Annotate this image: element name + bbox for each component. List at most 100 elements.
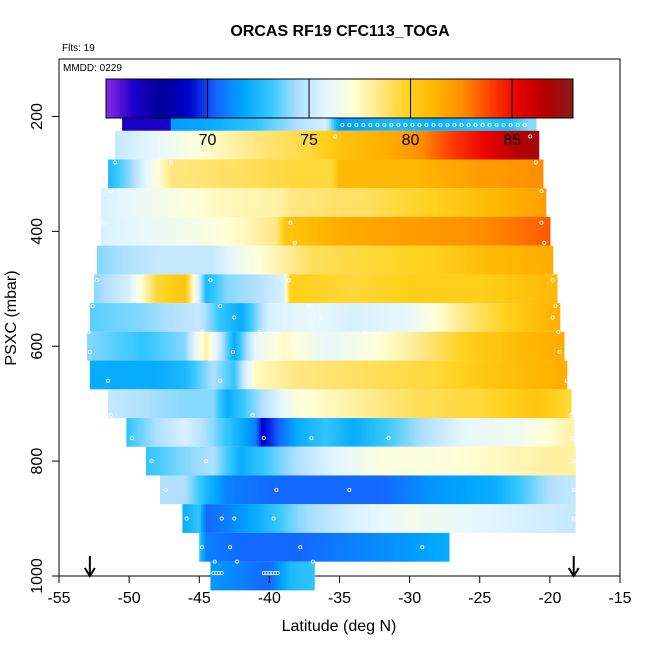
heat-cell [419,475,422,505]
heat-cell [176,446,179,476]
heat-cell [287,561,291,591]
heat-cell [313,475,316,505]
heat-cell [535,130,539,160]
heat-cell [548,216,551,246]
heat-cell [553,418,557,447]
heat-cell [370,360,374,390]
heat-cell [266,303,269,332]
heat-cell [171,418,175,447]
heat-cell [483,216,486,246]
heat-cell [533,274,536,304]
heat-cell [410,188,414,217]
sample-point [542,240,547,245]
heat-cell [356,331,359,361]
sample-point [261,436,266,441]
heat-cell [150,245,153,275]
heat-cell [197,159,200,189]
sample-point [501,123,506,128]
heat-cell [217,159,220,189]
heat-cell [168,188,171,217]
heat-cell [542,188,545,217]
heat-cell [476,216,479,246]
heat-cell [481,216,484,246]
heat-cell [315,303,318,332]
colorbar-swatch [549,79,553,118]
heat-cell [476,159,479,189]
heat-cell [177,360,180,390]
heat-cell [207,418,210,447]
colorbar-swatch [460,79,464,118]
sample-point [410,123,415,128]
heat-cell [372,130,375,160]
heat-cell [191,245,194,275]
heat-cell [188,446,191,476]
heat-cell [252,561,255,591]
heat-cell [539,331,543,361]
heat-cell [260,188,264,217]
heat-cell [106,245,110,275]
heat-cell [307,446,310,476]
heat-cell [207,532,210,562]
heat-cell [121,130,125,160]
heat-cell [292,245,295,275]
colorbar-swatch [369,79,373,118]
heat-cell [566,360,568,390]
heat-cell [136,389,139,419]
heat-cell [392,389,395,419]
heat-cell [141,418,144,447]
heat-cell [385,216,388,246]
heat-cell [500,504,503,533]
heat-cell [299,418,302,447]
heat-cell [466,303,470,332]
heat-cell [420,418,424,447]
heat-cell [335,245,339,275]
heat-cell [142,360,145,390]
heat-cell [313,188,316,217]
heat-cell [483,504,486,533]
heat-cell [160,159,163,189]
heat-cell [244,245,248,275]
heat-cell [567,418,570,447]
sample-point [309,436,314,441]
heat-cell [515,159,518,189]
heat-cell [228,331,231,361]
heat-cell [412,130,416,160]
heat-cell [217,504,221,533]
heat-cell [414,159,417,189]
heat-cell [218,446,221,476]
heat-cell [211,303,214,332]
colorbar-swatch [341,79,345,118]
heat-cell [280,331,283,361]
heat-cell [171,331,174,361]
heat-cell [186,475,190,505]
heat-cell [330,532,333,562]
heat-cell [314,188,318,217]
heat-cell [515,303,518,332]
heat-cell [540,389,543,419]
heat-cell [138,303,141,332]
heat-cell [145,360,148,390]
heat-cell [283,331,287,361]
heatmap-layer [87,102,576,591]
heat-cell [216,331,219,361]
heat-cell [475,504,478,533]
heat-cell [301,504,305,533]
heat-cell [363,274,366,304]
heat-cell [485,389,488,419]
heat-cell [214,389,217,419]
colorbar-frame [105,78,574,119]
band-600 [87,331,565,361]
heat-cell [263,504,266,533]
heat-cell [531,216,535,246]
heat-cell [374,360,377,390]
heat-cell [137,274,141,304]
heat-cell [469,475,472,505]
heat-cell [564,360,567,390]
heat-cell [286,561,289,591]
heat-cell [370,418,373,447]
heat-cell [219,389,222,419]
heat-cell [157,245,160,275]
heat-cell [295,130,298,160]
heat-cell [283,504,286,533]
heat-cell [524,303,527,332]
